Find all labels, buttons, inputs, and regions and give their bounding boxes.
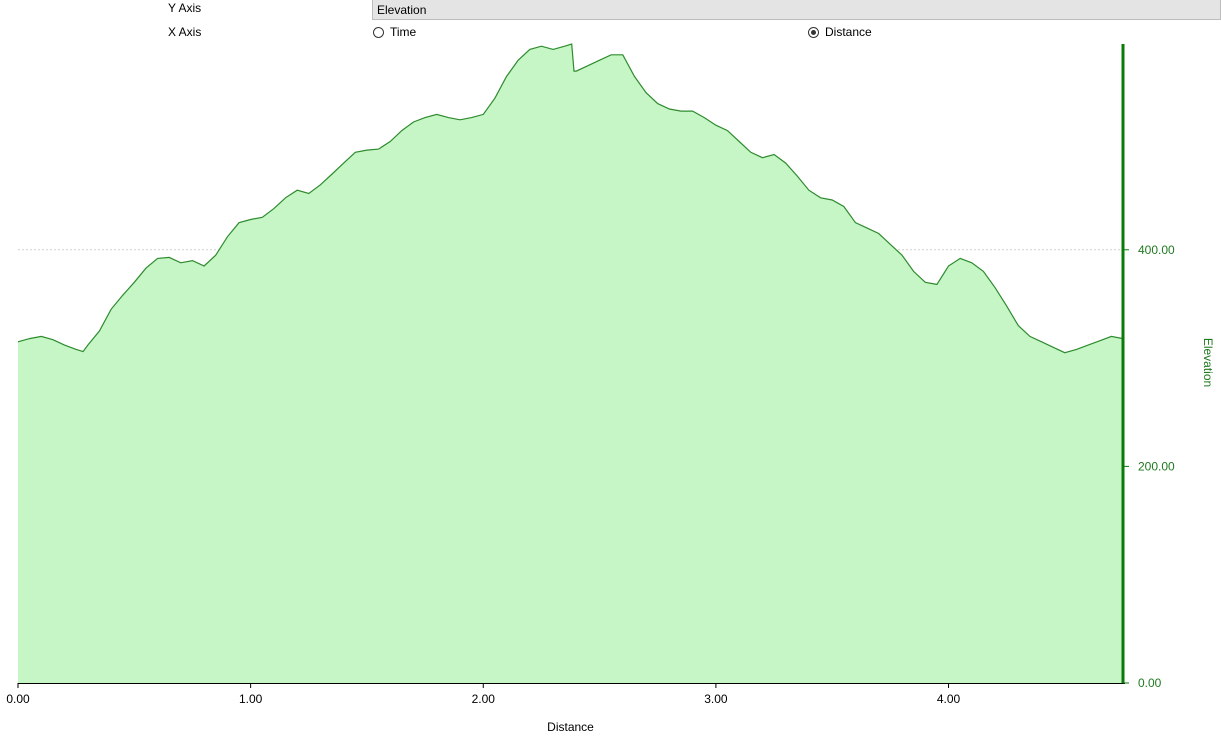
y-axis-ticks: 0.00 200.00 400.00 (1123, 243, 1175, 690)
elevation-series-line (17, 43, 1124, 354)
y-tick-label: 400.00 (1138, 243, 1175, 257)
x-tick-label: 3.00 (704, 692, 728, 706)
x-tick-label: 1.00 (239, 692, 263, 706)
radio-time-circle[interactable] (373, 26, 384, 38)
x-tick-label: 2.00 (472, 692, 496, 706)
y-tick-label: 0.00 (1138, 676, 1162, 690)
y-axis-dropdown-value: Elevation (377, 3, 427, 17)
y-axis-label: Y Axis (168, 1, 202, 15)
y-axis-dropdown[interactable]: Elevation (372, 0, 1221, 20)
x-axis-label: X Axis (168, 25, 202, 39)
x-axis-title: Distance (547, 720, 594, 734)
x-tick-label: 0.00 (6, 692, 30, 706)
y-tick-label: 200.00 (1138, 459, 1175, 473)
x-axis-ticks: 0.00 1.00 2.00 3.00 4.00 (6, 683, 961, 706)
x-tick-label: 4.00 (937, 692, 961, 706)
x-axis-time-radio[interactable]: Time (373, 25, 416, 39)
x-axis-distance-radio[interactable]: Distance (808, 25, 872, 39)
elevation-area-fill (18, 44, 1123, 683)
radio-distance-circle[interactable] (808, 26, 819, 38)
radio-time-label: Time (390, 25, 417, 39)
radio-distance-label: Distance (825, 25, 872, 39)
y-axis-title: Elevation (1201, 338, 1215, 387)
